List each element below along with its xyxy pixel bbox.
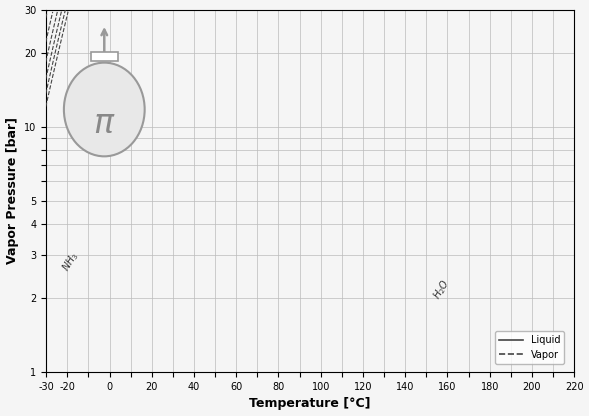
Text: $H_2O$: $H_2O$ [431, 277, 454, 302]
X-axis label: Temperature [°C]: Temperature [°C] [249, 397, 371, 411]
Legend: Liquid, Vapor: Liquid, Vapor [495, 331, 564, 364]
Text: $NH_3$: $NH_3$ [59, 250, 81, 274]
Y-axis label: Vapor Pressure [bar]: Vapor Pressure [bar] [5, 117, 19, 264]
